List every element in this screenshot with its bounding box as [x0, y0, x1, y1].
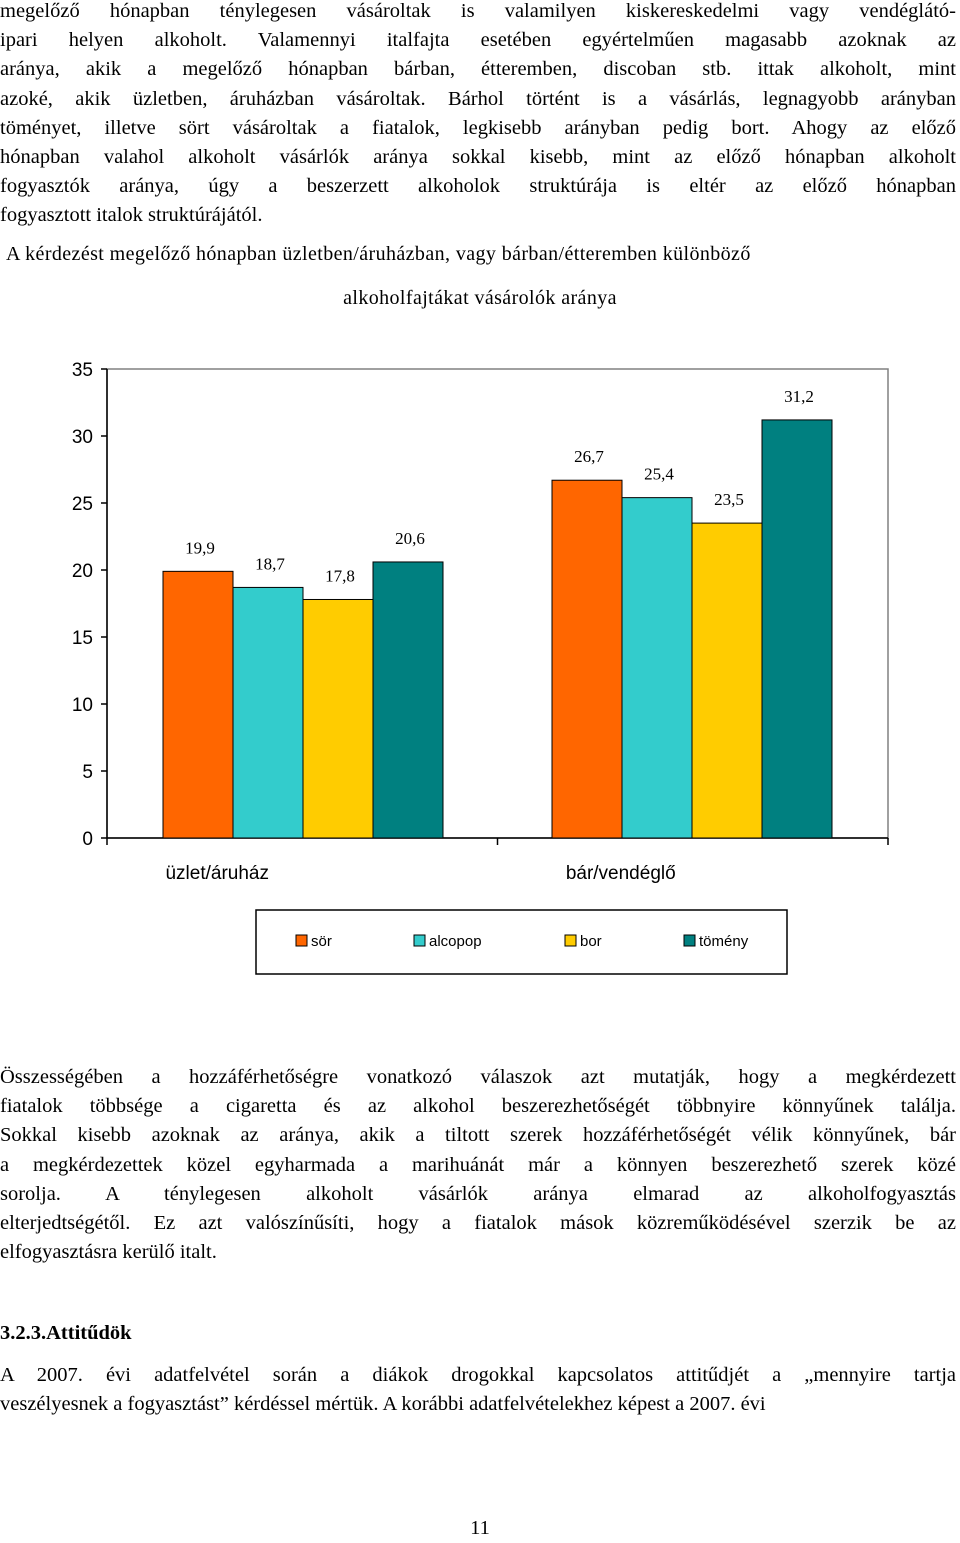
y-tick-label: 5 [82, 762, 93, 783]
y-tick-label: 0 [82, 829, 93, 850]
text-line: Sokkal kisebb azoknak az aránya, akik a … [0, 1124, 956, 1147]
legend-swatch [683, 934, 696, 947]
data-label: 23,5 [714, 490, 744, 509]
y-tick-label: 20 [72, 561, 93, 582]
y-tick-label: 25 [72, 494, 93, 515]
y-tick-label: 15 [72, 628, 93, 649]
bar-bor [691, 522, 763, 839]
bar-bor [302, 598, 374, 839]
legend-swatch [564, 934, 577, 947]
text-line: azoké, akik üzletben, áruházban vásárolt… [0, 87, 956, 110]
legend-swatch [295, 934, 308, 947]
text-line: Összességében a hozzáférhetőségre vonatk… [0, 1066, 956, 1088]
data-label: 20,6 [395, 529, 425, 548]
data-label: 17,8 [325, 566, 355, 585]
chart-title-line-1: A kérdezést megelőző hónapban üzletben/á… [6, 243, 751, 265]
text-line: a megkérdezettek közel egyharmada a mari… [0, 1153, 956, 1176]
bar-alcopop [621, 497, 693, 839]
text-line: ipari helyen alkoholt. Valamennyi italfa… [0, 29, 956, 52]
bar-sör [551, 479, 623, 839]
data-label: 19,9 [185, 538, 215, 557]
text-line: veszélyesnek a fogyasztást” kérdéssel mé… [0, 1393, 766, 1416]
text-line: A 2007. évi adatfelvétel során a diákok … [0, 1364, 956, 1386]
paragraph-3: A 2007. évi adatfelvétel során a diákok … [0, 1361, 956, 1419]
text-line: fogyasztott italok struktúrájától. [0, 204, 263, 227]
legend-label: bor [580, 933, 602, 950]
text-line: töményet, illetve sört vásároltak a fiat… [0, 116, 956, 139]
text-line: aránya, akik a megelőző hónapban bárban,… [0, 58, 956, 81]
legend [255, 909, 788, 975]
legend-label: alcopop [429, 933, 482, 950]
data-label: 31,2 [784, 387, 814, 406]
legend-label: sör [311, 933, 332, 950]
y-tick-label: 35 [72, 360, 93, 381]
text-line: sorolja. A ténylegesen alkoholt vásárlók… [0, 1182, 956, 1205]
data-label: 18,7 [255, 554, 285, 573]
text-line: megelőző hónapban ténylegesen vásároltak… [0, 0, 956, 22]
bar-tömény [372, 561, 444, 839]
paragraph-2: Összességében a hozzáférhetőségre vonatk… [0, 1063, 956, 1267]
bar-chart: 0 5 10 15 20 25 30 35 19,9 18,7 17,8 20,6 üzlet/áruh… [72, 360, 889, 975]
y-tick-label: 30 [72, 427, 93, 448]
legend-label: tömény [699, 933, 749, 950]
text-line: elfogyasztásra kerülő italt. [0, 1241, 217, 1264]
text-line: hónapban valahol alkoholt vásárlók arány… [0, 146, 956, 169]
text-line: fiatalok többsége a cigaretta és az alko… [0, 1095, 956, 1118]
text-line: elterjedtségétől. Ez azt valószínűsíti, … [0, 1212, 956, 1235]
chart-title-line-2: alkoholfajtákat vásárolók aránya [343, 287, 617, 309]
y-tick-label: 10 [72, 695, 93, 716]
category-label: bár/vendéglő [566, 863, 676, 884]
paragraph-1: megelőző hónapban ténylegesen vásároltak… [0, 0, 956, 231]
legend-swatch [413, 934, 426, 947]
bar-alcopop [232, 586, 304, 839]
bar-sör [162, 570, 234, 839]
section-heading: 3.2.3.Attitűdök [0, 1322, 132, 1344]
data-label: 26,7 [574, 447, 604, 466]
text-line: fogyasztók aránya, úgy a beszerzett alko… [0, 175, 956, 198]
page-number: 11 [470, 1517, 490, 1539]
bar-tömény [761, 419, 833, 839]
category-label: üzlet/áruház [165, 863, 269, 884]
data-label: 25,4 [644, 465, 674, 484]
